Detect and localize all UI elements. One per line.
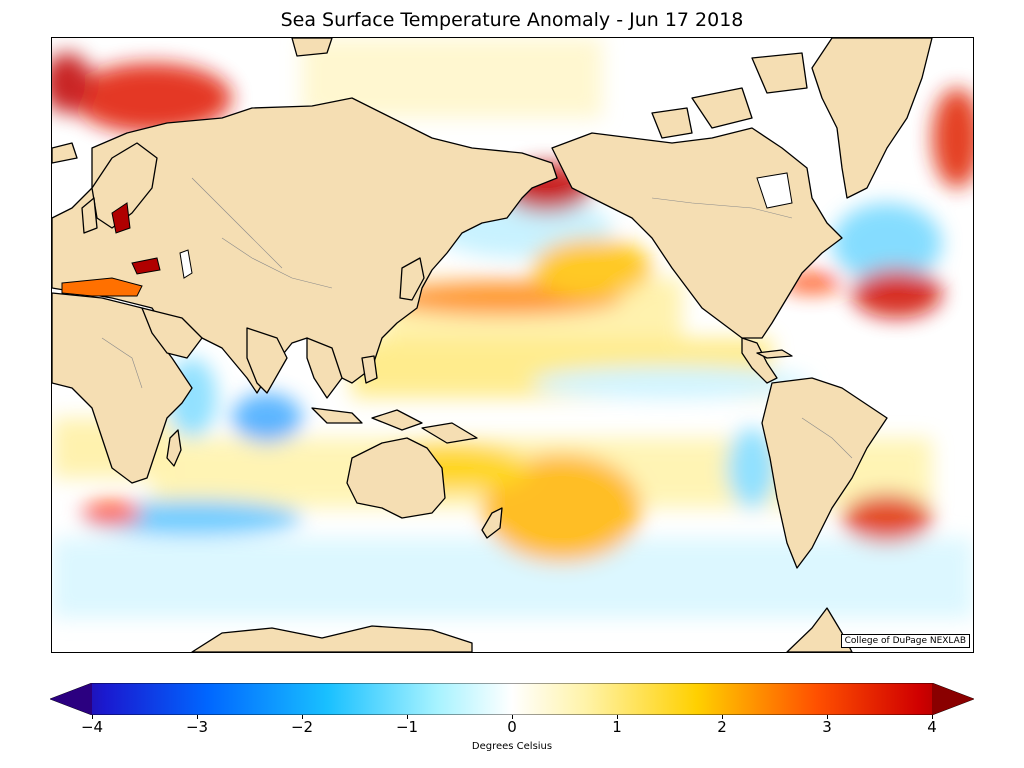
colorbar-tick-label: 0: [507, 718, 517, 736]
colorbar-body: [50, 683, 974, 715]
land-arctic-islands-3: [651, 107, 693, 139]
land-philippines: [361, 355, 378, 384]
land-scandinavia: [91, 142, 158, 229]
anomaly-map: College of DuPage NEXLAB: [51, 37, 974, 653]
colorbar-high-extend: [932, 683, 974, 715]
hudson-bay: [756, 172, 793, 209]
mediterranean: [61, 277, 143, 297]
land-india: [246, 327, 288, 394]
colorbar-low-extend: [50, 683, 92, 715]
colorbar-tick-label: −2: [290, 718, 314, 736]
colorbar-tickmark: [827, 715, 828, 719]
land-south-america: [761, 377, 888, 569]
land-seasia: [306, 337, 343, 399]
colorbar-tick-label: 1: [612, 718, 622, 736]
colorbar-label: Degrees Celsius: [471, 741, 553, 752]
colorbar-tick-label: −1: [395, 718, 419, 736]
colorbar-tickmark: [932, 715, 933, 719]
colorbar-tickmark: [617, 715, 618, 719]
land-indonesia-1: [311, 407, 363, 424]
land-australia: [346, 437, 446, 519]
colorbar-tickmark: [722, 715, 723, 719]
land-greenland: [811, 38, 933, 199]
land-svalbard: [291, 38, 333, 57]
colorbar-tickmark: [302, 715, 303, 719]
colorbar-tickmark: [197, 715, 198, 719]
land-central-america: [741, 337, 778, 384]
land-arabia: [141, 307, 203, 359]
black-sea: [131, 257, 161, 275]
colorbar-tickmark: [512, 715, 513, 719]
land-iceland: [52, 142, 78, 164]
land-japan: [399, 257, 425, 301]
land-antarctica-2: [786, 607, 853, 652]
land-arctic-islands-2: [751, 52, 808, 94]
inland-seas: [61, 172, 793, 297]
map-canvas: [52, 38, 973, 652]
land-uk: [81, 197, 98, 234]
land-indonesia-2: [371, 409, 423, 431]
land-cuba: [756, 349, 793, 359]
colorbar-tick-label: −4: [80, 718, 104, 736]
colorbar-tick-label: −3: [185, 718, 209, 736]
colorbar-tick-label: 3: [822, 718, 832, 736]
land: [52, 38, 933, 652]
colorbar-tickmark: [407, 715, 408, 719]
colorbar-tick-label: 4: [927, 718, 937, 736]
credit-label: College of DuPage NEXLAB: [840, 634, 970, 648]
land-madagascar: [166, 429, 182, 467]
land-antarctica-1: [191, 625, 473, 652]
map-title: Sea Surface Temperature Anomaly - Jun 17…: [280, 9, 744, 31]
caspian-sea: [179, 249, 193, 279]
land-new-guinea: [421, 422, 478, 444]
colorbar-tickmark: [92, 715, 93, 719]
borders: [101, 177, 853, 459]
land-arctic-islands-1: [691, 87, 753, 129]
baltic-sea: [111, 202, 131, 234]
land-new-zealand: [481, 507, 503, 539]
colorbar: [50, 683, 974, 715]
colorbar-tick-label: 2: [717, 718, 727, 736]
